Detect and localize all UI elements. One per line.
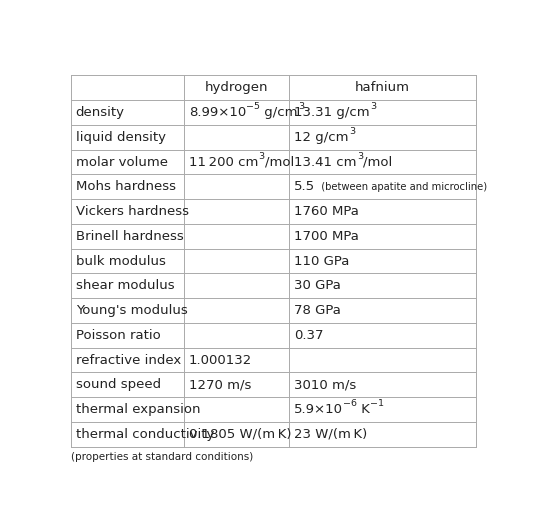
Text: Mohs hardness: Mohs hardness [76,180,176,193]
Text: 12 g/cm: 12 g/cm [294,131,349,144]
Text: −5: −5 [246,102,260,111]
Text: 3010 m/s: 3010 m/s [294,378,357,392]
Text: g/cm: g/cm [260,106,298,119]
Text: Vickers hardness: Vickers hardness [76,205,189,218]
Text: 3: 3 [298,102,304,111]
Text: 23 W/(m K): 23 W/(m K) [294,428,368,441]
Text: 8.99×10: 8.99×10 [189,106,246,119]
Text: Young's modulus: Young's modulus [76,304,188,317]
Text: 30 GPa: 30 GPa [294,279,341,292]
Text: (properties at standard conditions): (properties at standard conditions) [71,452,253,462]
Text: hafnium: hafnium [355,81,410,94]
Text: sound speed: sound speed [76,378,161,392]
Text: 1700 MPa: 1700 MPa [294,230,359,243]
Text: 3: 3 [259,152,264,161]
Text: 5.9×10: 5.9×10 [294,403,343,416]
Text: 3: 3 [370,102,376,111]
Text: Brinell hardness: Brinell hardness [76,230,183,243]
Text: thermal expansion: thermal expansion [76,403,200,416]
Text: 110 GPa: 110 GPa [294,255,350,268]
Text: shear modulus: shear modulus [76,279,174,292]
Text: K: K [357,403,370,416]
Text: (between apatite and microcline): (between apatite and microcline) [316,182,488,192]
Text: 1760 MPa: 1760 MPa [294,205,359,218]
Text: 13.31 g/cm: 13.31 g/cm [294,106,370,119]
Text: thermal conductivity: thermal conductivity [76,428,214,441]
Text: 0.1805 W/(m K): 0.1805 W/(m K) [189,428,292,441]
Text: /mol: /mol [264,155,294,169]
Text: Poisson ratio: Poisson ratio [76,329,160,342]
Text: −1: −1 [370,399,384,408]
Text: hydrogen: hydrogen [205,81,269,94]
Text: molar volume: molar volume [76,155,168,169]
Text: 5.5: 5.5 [294,180,316,193]
Text: 1.000132: 1.000132 [189,354,252,367]
Text: 1270 m/s: 1270 m/s [189,378,252,392]
Text: /mol: /mol [363,155,392,169]
Text: 3: 3 [357,152,363,161]
Text: bulk modulus: bulk modulus [76,255,166,268]
Text: refractive index: refractive index [76,354,181,367]
Text: 13.41 cm: 13.41 cm [294,155,357,169]
Text: 0.37: 0.37 [294,329,324,342]
Text: 11 200 cm: 11 200 cm [189,155,259,169]
Text: liquid density: liquid density [76,131,166,144]
Text: 3: 3 [349,127,355,136]
Text: −6: −6 [343,399,357,408]
Text: density: density [76,106,125,119]
Text: 78 GPa: 78 GPa [294,304,341,317]
